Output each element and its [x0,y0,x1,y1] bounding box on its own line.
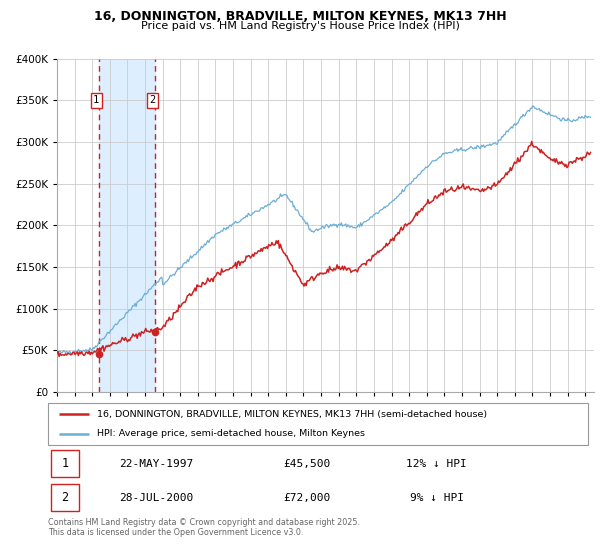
Text: 1: 1 [61,457,68,470]
Text: Price paid vs. HM Land Registry's House Price Index (HPI): Price paid vs. HM Land Registry's House … [140,21,460,31]
Text: 1: 1 [93,95,100,105]
Text: 12% ↓ HPI: 12% ↓ HPI [406,459,467,469]
Text: 16, DONNINGTON, BRADVILLE, MILTON KEYNES, MK13 7HH: 16, DONNINGTON, BRADVILLE, MILTON KEYNES… [94,10,506,23]
Bar [50,450,79,477]
Bar [99,59,155,392]
Text: 28-JUL-2000: 28-JUL-2000 [119,493,193,503]
Bar [50,484,79,511]
Text: £72,000: £72,000 [284,493,331,503]
Text: 2: 2 [61,491,68,505]
Text: Contains HM Land Registry data © Crown copyright and database right 2025.
This d: Contains HM Land Registry data © Crown c… [48,518,360,538]
Text: 16, DONNINGTON, BRADVILLE, MILTON KEYNES, MK13 7HH (semi-detached house): 16, DONNINGTON, BRADVILLE, MILTON KEYNES… [97,409,487,419]
Text: £45,500: £45,500 [284,459,331,469]
Text: HPI: Average price, semi-detached house, Milton Keynes: HPI: Average price, semi-detached house,… [97,429,365,438]
Text: 9% ↓ HPI: 9% ↓ HPI [410,493,464,503]
Text: 2: 2 [149,95,155,105]
Text: 22-MAY-1997: 22-MAY-1997 [119,459,193,469]
